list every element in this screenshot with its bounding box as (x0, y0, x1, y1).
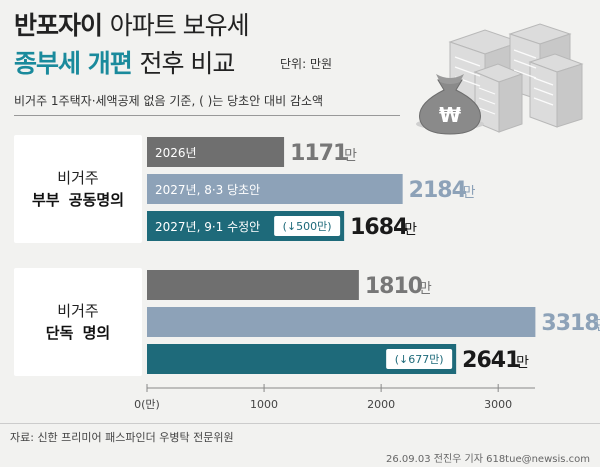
reduction-badge (386, 349, 453, 369)
bar-value-label: 1810 (365, 274, 423, 299)
page-title-line2: 종부세 개편 전후 비교 (14, 44, 235, 80)
x-tick-label: 0(만) (134, 398, 160, 411)
footer-divider (0, 423, 600, 424)
credit-line: 26.09.03 전진우 기자 618tue@newsis.com (386, 454, 590, 465)
bar (147, 174, 403, 204)
bar-unit-label: 만 (595, 318, 600, 334)
x-tick-label: 3000 (484, 398, 512, 411)
money-bag-icon: ₩ (416, 74, 484, 135)
title2-thin: 전후 비교 (139, 49, 235, 78)
bar-unit-label: 만 (404, 222, 417, 238)
title-rest: 아파트 보유세 (109, 11, 250, 40)
x-tick-label: 2000 (367, 398, 395, 411)
reduction-badge (274, 216, 341, 236)
bar-inside-label: 2027년, 9·1 수정안 (155, 220, 260, 234)
svg-text:₩: ₩ (439, 103, 461, 127)
reduction-label: (↓677만) (395, 353, 444, 366)
page-title: 반포자이 아파트 보유세 (14, 6, 250, 42)
group-label-line2: 단독 명의 (46, 324, 110, 342)
source-note: 자료: 신한 프리미어 패스파인더 우병탁 전문위원 (10, 431, 234, 444)
bar-value-label: 2641 (462, 348, 519, 373)
bar-value-label: 1684 (350, 215, 408, 240)
buildings-money-illustration: ₩ (416, 23, 584, 135)
title-bold: 반포자이 (14, 11, 103, 40)
bar (147, 307, 536, 337)
group-label-line1: 비거주 (57, 302, 98, 320)
group-label-line2: 부부 공동명의 (32, 191, 124, 209)
bar (147, 137, 285, 167)
unit-label: 단위: 만원 (280, 57, 333, 71)
bar-inside-label: 2026년 (155, 146, 197, 160)
subtitle: 비거주 1주택자·세액공제 없음 기준, ( )는 당초안 대비 감소액 (14, 94, 324, 108)
group-label-line1: 비거주 (57, 169, 98, 187)
bar-value-label: 1171 (290, 141, 347, 166)
group-label-box (14, 268, 142, 376)
bar-inside-label: 2027년, 8·3 당초안 (155, 183, 260, 197)
bar-unit-label: 만 (419, 281, 432, 297)
title2-accent: 종부세 개편 (14, 49, 133, 78)
bar-unit-label: 만 (344, 148, 357, 164)
x-tick-label: 1000 (250, 398, 278, 411)
reduction-label: (↓500만) (283, 220, 332, 233)
bar (147, 270, 359, 300)
bar-unit-label: 만 (463, 185, 476, 201)
header-divider (14, 115, 400, 116)
bar-value-label: 3318 (541, 311, 598, 336)
bar-value-label: 2184 (409, 178, 467, 203)
bar-unit-label: 만 (516, 355, 529, 371)
group-label-box (14, 135, 142, 243)
